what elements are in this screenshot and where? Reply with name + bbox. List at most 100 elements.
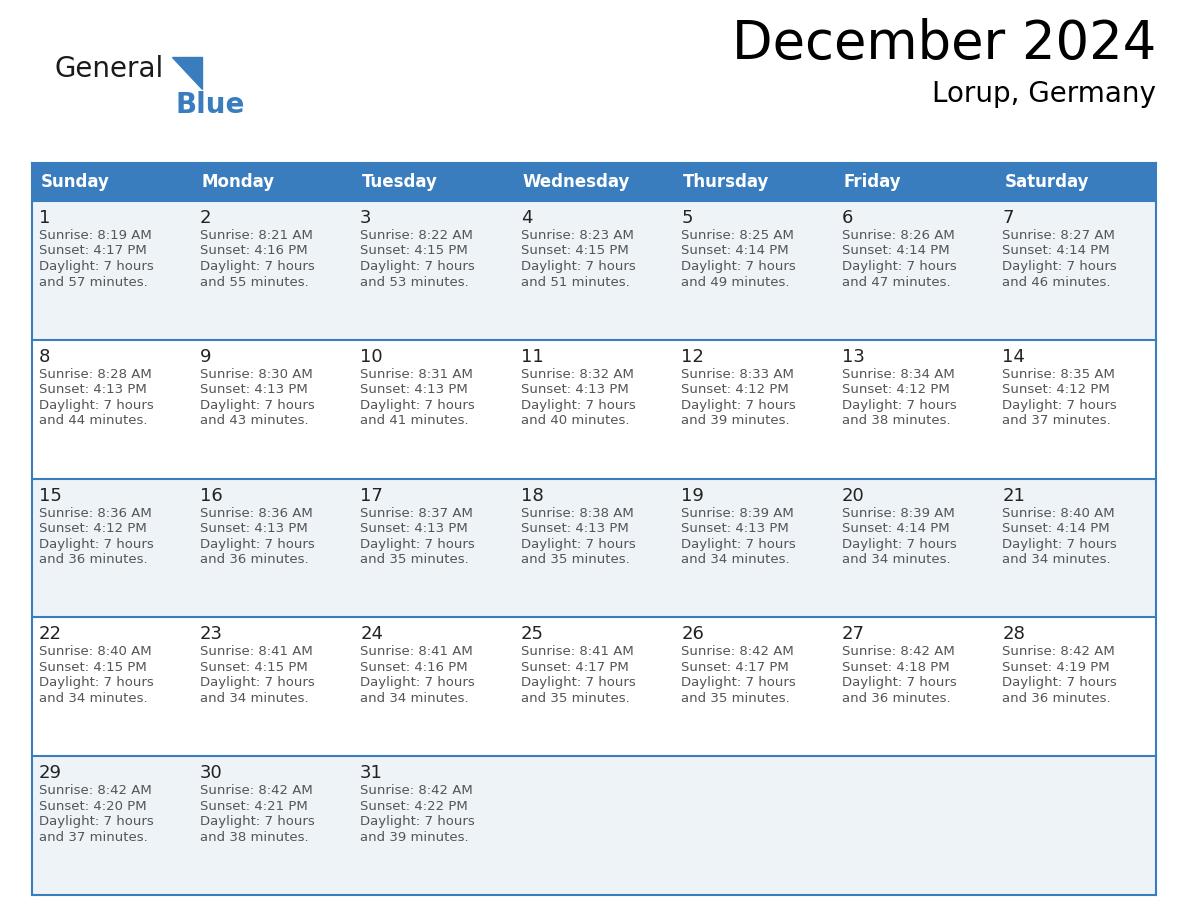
Text: Sunrise: 8:33 AM: Sunrise: 8:33 AM bbox=[681, 368, 794, 381]
Bar bbox=[32, 340, 192, 478]
Text: and 55 minutes.: and 55 minutes. bbox=[200, 275, 309, 288]
Text: December 2024: December 2024 bbox=[732, 18, 1156, 70]
Text: Daylight: 7 hours: Daylight: 7 hours bbox=[520, 398, 636, 412]
Text: and 39 minutes.: and 39 minutes. bbox=[360, 831, 469, 844]
Bar bbox=[192, 201, 353, 340]
Text: Sunrise: 8:37 AM: Sunrise: 8:37 AM bbox=[360, 507, 473, 520]
Text: Sunset: 4:17 PM: Sunset: 4:17 PM bbox=[681, 661, 789, 674]
Text: Sunrise: 8:42 AM: Sunrise: 8:42 AM bbox=[39, 784, 152, 797]
Text: Daylight: 7 hours: Daylight: 7 hours bbox=[360, 260, 475, 273]
Text: Saturday: Saturday bbox=[1004, 173, 1089, 191]
Text: Sunset: 4:15 PM: Sunset: 4:15 PM bbox=[520, 244, 628, 258]
Text: Daylight: 7 hours: Daylight: 7 hours bbox=[1003, 677, 1117, 689]
Text: 9: 9 bbox=[200, 348, 211, 365]
Text: and 47 minutes.: and 47 minutes. bbox=[842, 275, 950, 288]
Text: Daylight: 7 hours: Daylight: 7 hours bbox=[360, 815, 475, 828]
Text: 22: 22 bbox=[39, 625, 62, 644]
Text: 6: 6 bbox=[842, 209, 853, 227]
Text: 10: 10 bbox=[360, 348, 383, 365]
Text: Daylight: 7 hours: Daylight: 7 hours bbox=[39, 398, 153, 412]
Text: Sunrise: 8:28 AM: Sunrise: 8:28 AM bbox=[39, 368, 152, 381]
Bar bbox=[32, 163, 192, 201]
Text: 4: 4 bbox=[520, 209, 532, 227]
Bar bbox=[675, 618, 835, 756]
Text: 3: 3 bbox=[360, 209, 372, 227]
Text: Daylight: 7 hours: Daylight: 7 hours bbox=[200, 815, 315, 828]
Bar bbox=[192, 618, 353, 756]
Text: 8: 8 bbox=[39, 348, 50, 365]
Bar bbox=[32, 618, 192, 756]
Bar bbox=[513, 201, 675, 340]
Text: Sunrise: 8:22 AM: Sunrise: 8:22 AM bbox=[360, 229, 473, 242]
Text: 30: 30 bbox=[200, 764, 222, 782]
Text: Sunset: 4:13 PM: Sunset: 4:13 PM bbox=[520, 384, 628, 397]
Text: and 57 minutes.: and 57 minutes. bbox=[39, 275, 147, 288]
Text: Daylight: 7 hours: Daylight: 7 hours bbox=[360, 677, 475, 689]
Text: Daylight: 7 hours: Daylight: 7 hours bbox=[681, 398, 796, 412]
Text: 2: 2 bbox=[200, 209, 211, 227]
Text: and 43 minutes.: and 43 minutes. bbox=[200, 414, 308, 427]
Text: and 37 minutes.: and 37 minutes. bbox=[1003, 414, 1111, 427]
Text: Sunrise: 8:39 AM: Sunrise: 8:39 AM bbox=[842, 507, 955, 520]
Text: Sunset: 4:20 PM: Sunset: 4:20 PM bbox=[39, 800, 146, 812]
Text: 18: 18 bbox=[520, 487, 543, 505]
Text: and 34 minutes.: and 34 minutes. bbox=[681, 554, 790, 566]
Bar bbox=[835, 163, 996, 201]
Text: Sunset: 4:14 PM: Sunset: 4:14 PM bbox=[681, 244, 789, 258]
Text: Sunset: 4:13 PM: Sunset: 4:13 PM bbox=[360, 384, 468, 397]
Bar bbox=[835, 618, 996, 756]
Text: 13: 13 bbox=[842, 348, 865, 365]
Text: Sunset: 4:14 PM: Sunset: 4:14 PM bbox=[1003, 522, 1110, 535]
Text: 17: 17 bbox=[360, 487, 383, 505]
Text: Monday: Monday bbox=[202, 173, 274, 191]
Text: Sunrise: 8:26 AM: Sunrise: 8:26 AM bbox=[842, 229, 955, 242]
Text: Sunset: 4:16 PM: Sunset: 4:16 PM bbox=[360, 661, 468, 674]
Text: and 36 minutes.: and 36 minutes. bbox=[1003, 692, 1111, 705]
Bar bbox=[675, 478, 835, 618]
Text: Sunrise: 8:31 AM: Sunrise: 8:31 AM bbox=[360, 368, 473, 381]
Bar bbox=[32, 201, 192, 340]
Bar bbox=[996, 340, 1156, 478]
Bar bbox=[513, 163, 675, 201]
Text: and 35 minutes.: and 35 minutes. bbox=[360, 554, 469, 566]
Text: and 34 minutes.: and 34 minutes. bbox=[200, 692, 308, 705]
Text: Friday: Friday bbox=[843, 173, 902, 191]
Text: Daylight: 7 hours: Daylight: 7 hours bbox=[200, 398, 315, 412]
Text: 23: 23 bbox=[200, 625, 222, 644]
Bar bbox=[353, 163, 513, 201]
Bar bbox=[835, 340, 996, 478]
Bar bbox=[192, 163, 353, 201]
Text: 19: 19 bbox=[681, 487, 704, 505]
Text: 1: 1 bbox=[39, 209, 50, 227]
Text: Sunset: 4:19 PM: Sunset: 4:19 PM bbox=[1003, 661, 1110, 674]
Text: Daylight: 7 hours: Daylight: 7 hours bbox=[842, 260, 956, 273]
Bar bbox=[32, 756, 192, 895]
Bar bbox=[835, 201, 996, 340]
Text: 24: 24 bbox=[360, 625, 384, 644]
Text: Sunset: 4:14 PM: Sunset: 4:14 PM bbox=[842, 522, 949, 535]
Bar bbox=[675, 201, 835, 340]
Text: Sunrise: 8:42 AM: Sunrise: 8:42 AM bbox=[842, 645, 955, 658]
Text: Daylight: 7 hours: Daylight: 7 hours bbox=[200, 677, 315, 689]
Text: Daylight: 7 hours: Daylight: 7 hours bbox=[520, 260, 636, 273]
Text: Sunrise: 8:41 AM: Sunrise: 8:41 AM bbox=[520, 645, 633, 658]
Text: Sunset: 4:13 PM: Sunset: 4:13 PM bbox=[520, 522, 628, 535]
Text: Tuesday: Tuesday bbox=[362, 173, 438, 191]
Text: and 34 minutes.: and 34 minutes. bbox=[360, 692, 469, 705]
Bar bbox=[353, 756, 513, 895]
Text: and 46 minutes.: and 46 minutes. bbox=[1003, 275, 1111, 288]
Text: and 35 minutes.: and 35 minutes. bbox=[681, 692, 790, 705]
Text: 28: 28 bbox=[1003, 625, 1025, 644]
Text: Sunrise: 8:42 AM: Sunrise: 8:42 AM bbox=[360, 784, 473, 797]
Text: Blue: Blue bbox=[176, 91, 246, 119]
Text: Sunrise: 8:19 AM: Sunrise: 8:19 AM bbox=[39, 229, 152, 242]
Text: 16: 16 bbox=[200, 487, 222, 505]
Text: Sunrise: 8:39 AM: Sunrise: 8:39 AM bbox=[681, 507, 794, 520]
Bar bbox=[996, 163, 1156, 201]
Text: Sunset: 4:13 PM: Sunset: 4:13 PM bbox=[200, 384, 308, 397]
Text: Daylight: 7 hours: Daylight: 7 hours bbox=[200, 260, 315, 273]
Bar bbox=[353, 618, 513, 756]
Text: Sunset: 4:15 PM: Sunset: 4:15 PM bbox=[360, 244, 468, 258]
Text: Sunset: 4:15 PM: Sunset: 4:15 PM bbox=[39, 661, 147, 674]
Bar bbox=[353, 478, 513, 618]
